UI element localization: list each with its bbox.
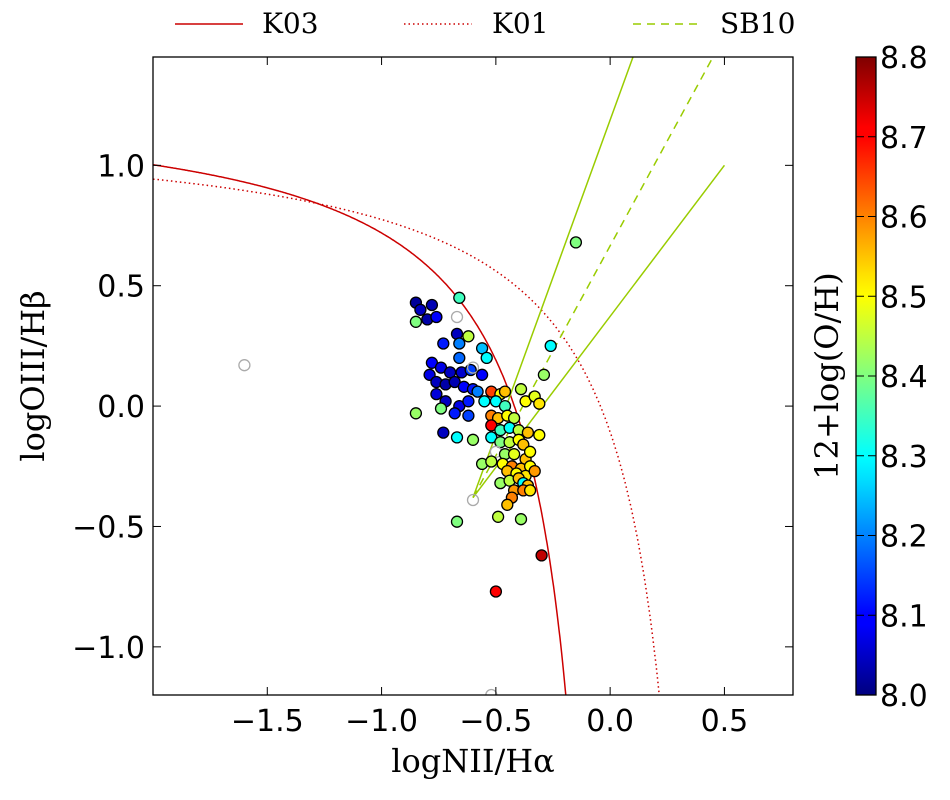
data-point (521, 426, 535, 439)
y-tick-label: −1.0 (72, 631, 145, 666)
data-point (462, 395, 475, 408)
data-point (475, 342, 489, 355)
colorbar-tick-label: 8.0 (880, 679, 928, 714)
data-point (501, 498, 514, 511)
x-axis-label-text: logNII/Hα (391, 742, 555, 780)
x-tick-label: −0.5 (459, 704, 532, 739)
plot-area: −1.5 −1.0 −0.5 0.0 0.5 −1.0 −0.5 0.0 0.5 1.0 (72, 56, 794, 739)
data-point (498, 385, 512, 398)
data-point (462, 409, 475, 422)
data-point (450, 515, 464, 528)
data-point (437, 426, 450, 439)
colorbar-tick-label: 8.7 (880, 121, 928, 156)
x-axis-label: logNII/Hα (391, 742, 555, 780)
data-point (544, 339, 557, 353)
data-point (450, 431, 464, 444)
legend-k03-label: K03 (262, 7, 319, 40)
data-point (533, 397, 546, 410)
data-point (523, 484, 537, 497)
data-point (453, 351, 466, 365)
y-tick-label: −0.5 (72, 510, 145, 545)
data-point (489, 585, 503, 598)
data-point (475, 368, 489, 381)
x-tick-label: 0.0 (586, 704, 634, 739)
data-point-unclassified (238, 359, 251, 372)
y-tick-label: 0.5 (97, 270, 145, 305)
data-point (537, 368, 551, 381)
x-tick-label: −1.5 (231, 704, 304, 739)
data-point (462, 330, 475, 343)
data-point (434, 402, 448, 415)
data-point-unclassified (485, 688, 498, 695)
data-point (514, 383, 528, 396)
colorbar: 8.0 8.1 8.2 8.3 8.4 8.5 8.6 8.7 8.8 12+log(O/H) (808, 41, 928, 714)
colorbar-label: 12+log(O/H) (808, 272, 846, 479)
plot-frame (152, 56, 794, 696)
data-point (471, 385, 484, 398)
colorbar-tick-label: 8.1 (880, 599, 928, 634)
colorbar-tick-label: 8.8 (880, 41, 928, 76)
y-axis-label-text: logOIII/Hβ (14, 290, 52, 461)
data-point (514, 513, 528, 526)
data-point (453, 337, 466, 350)
data-point (453, 291, 466, 304)
data-point (491, 510, 505, 523)
y-tick-label: 1.0 (97, 149, 145, 184)
data-point (466, 433, 480, 446)
data-point (480, 351, 493, 365)
data-point (485, 455, 498, 468)
data-point (464, 363, 477, 377)
data-point (414, 303, 427, 316)
legend-k01-label: K01 (492, 7, 549, 40)
data-point (409, 315, 423, 328)
legend: K03 K01 SB10 (175, 7, 795, 40)
data-point (478, 395, 491, 408)
k01-curve (153, 178, 660, 695)
colorbar-tick-label: 8.5 (880, 280, 928, 315)
colorbar-tick-label: 8.3 (880, 440, 928, 475)
y-tick-label: 0.0 (97, 390, 145, 425)
plot-background (153, 57, 793, 695)
legend-sb10-label: SB10 (720, 7, 795, 40)
data-point (569, 236, 583, 249)
y-axis-label: logOIII/Hβ (14, 290, 52, 461)
colorbar-tick-label: 8.6 (880, 201, 928, 236)
data-point (507, 448, 521, 461)
data-point (409, 407, 423, 420)
data-point-unclassified (466, 361, 480, 374)
x-tick-label: 0.5 (701, 704, 749, 739)
data-point (448, 407, 461, 420)
data-point (507, 411, 521, 425)
data-point (425, 298, 439, 312)
data-point (437, 337, 450, 350)
x-tick-label: −1.0 (345, 704, 418, 739)
data-point (533, 428, 546, 442)
data-point (523, 445, 537, 458)
data-point (430, 387, 443, 401)
data-point (535, 549, 548, 562)
data-point (430, 310, 443, 324)
data-point-unclassified (450, 310, 464, 324)
data-point (528, 464, 541, 478)
colorbar-tick-label: 8.4 (880, 360, 928, 395)
k03-curve (153, 164, 567, 695)
data-point-unclassified (466, 493, 480, 507)
colorbar-tick-label: 8.2 (880, 520, 928, 555)
